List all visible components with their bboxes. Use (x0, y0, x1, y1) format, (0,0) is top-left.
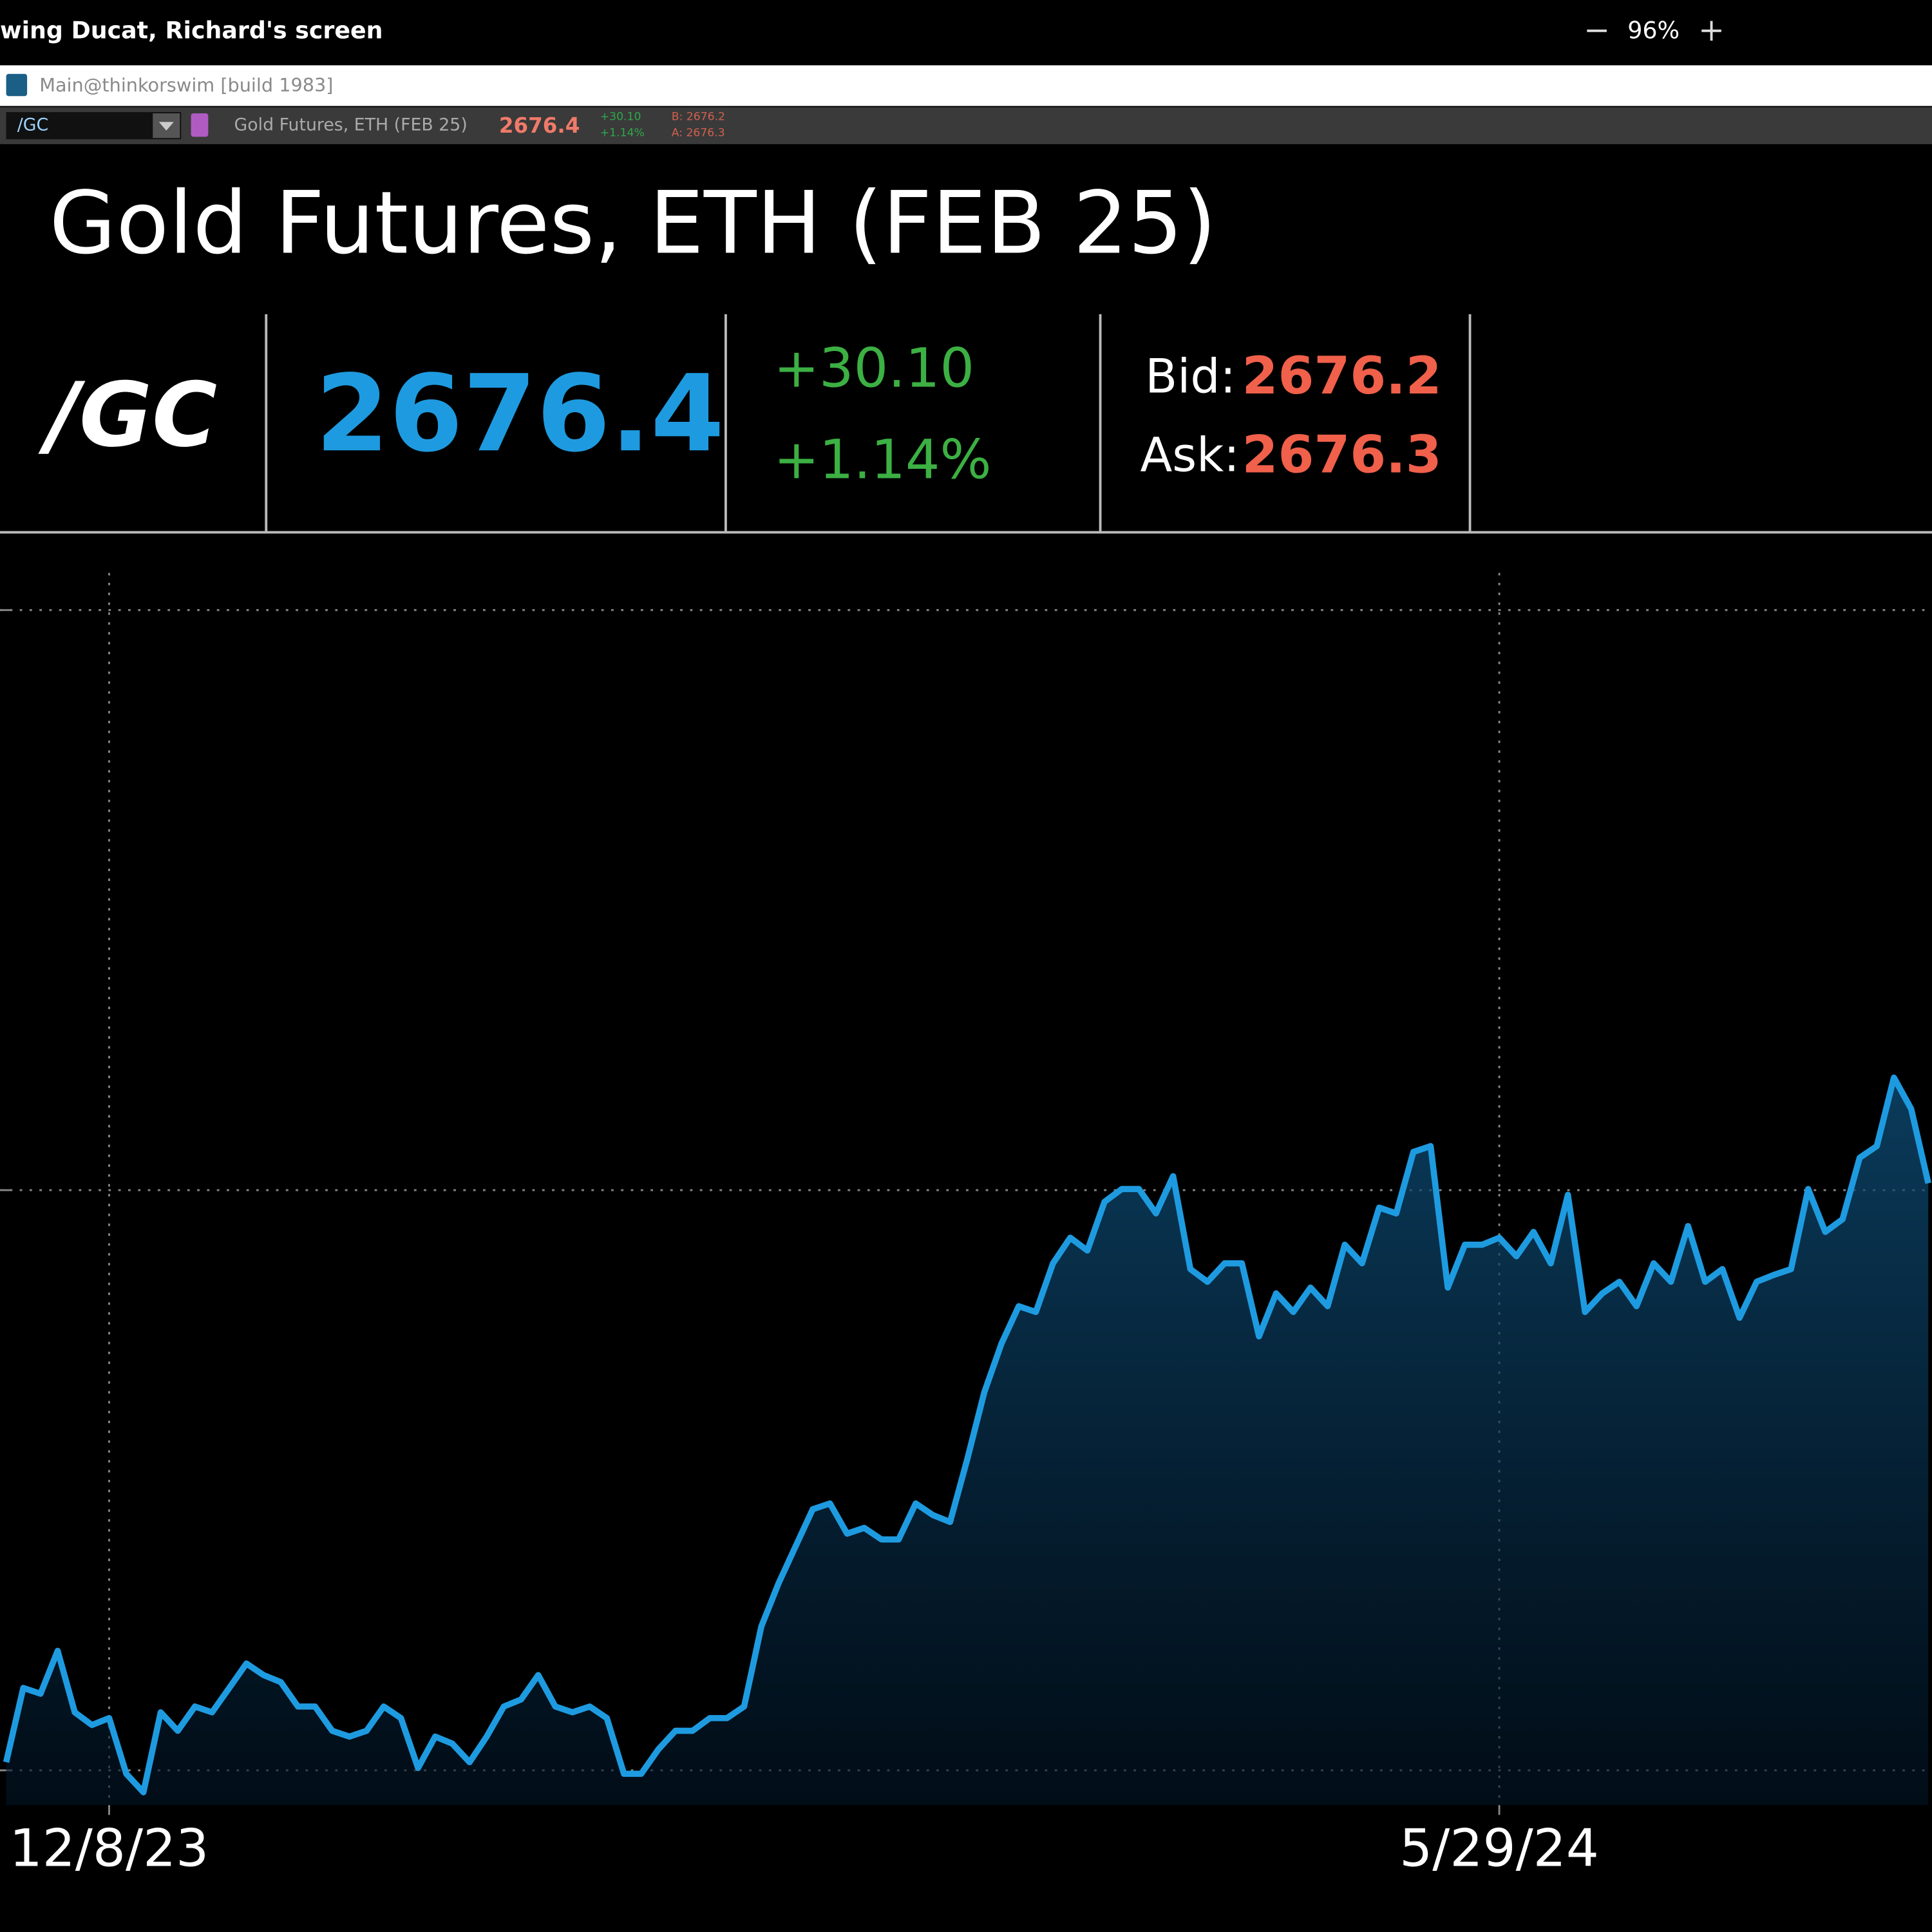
symbol: /GC (38, 364, 217, 467)
symbol-input[interactable] (6, 112, 182, 140)
dropdown-arrow (158, 122, 174, 131)
chart: 12/8/23 5/29/24 (0, 573, 1932, 1879)
percent-change: +1.14% (774, 428, 992, 491)
instrument-title: Gold Futures, ETH (FEB 25) (50, 173, 1217, 273)
toolbar-description: Gold Futures, ETH (FEB 25) (234, 115, 468, 135)
app-icon (6, 73, 28, 97)
header-dividers (0, 314, 1932, 534)
bid-label: Bid: (1145, 350, 1236, 404)
x-tick-label: 5/29/24 (1399, 1818, 1599, 1879)
x-tick-label: 12/8/23 (10, 1818, 209, 1879)
area-fill (6, 1077, 1929, 1805)
toolbar-last: 2676.4 (499, 113, 580, 138)
zoom-in[interactable] (1701, 21, 1721, 41)
symbol-input-text: /GC (17, 115, 48, 135)
toolbar-bid: B: 2676.2 (672, 111, 725, 124)
net-change: +30.10 (774, 337, 975, 400)
zoom-level: 96% (1627, 17, 1680, 44)
share-title: wing Ducat, Richard's screen (0, 17, 383, 44)
toolbar-percent: +1.14% (600, 127, 645, 140)
price-line (3, 1074, 1931, 1795)
toolbar-ask: A: 2676.3 (672, 127, 725, 140)
ask-price: 2676.3 (1242, 424, 1442, 485)
window-titlebar (0, 65, 1932, 106)
ask-label: Ask: (1141, 429, 1240, 483)
toolbar-change: +30.10 (600, 111, 641, 124)
window-title: Main@thinkorswim [build 1983] (39, 74, 333, 96)
link-icon[interactable] (191, 113, 209, 137)
toolbar (0, 107, 1932, 144)
bid-price: 2676.2 (1242, 345, 1442, 406)
last-price: 2676.4 (316, 352, 724, 475)
